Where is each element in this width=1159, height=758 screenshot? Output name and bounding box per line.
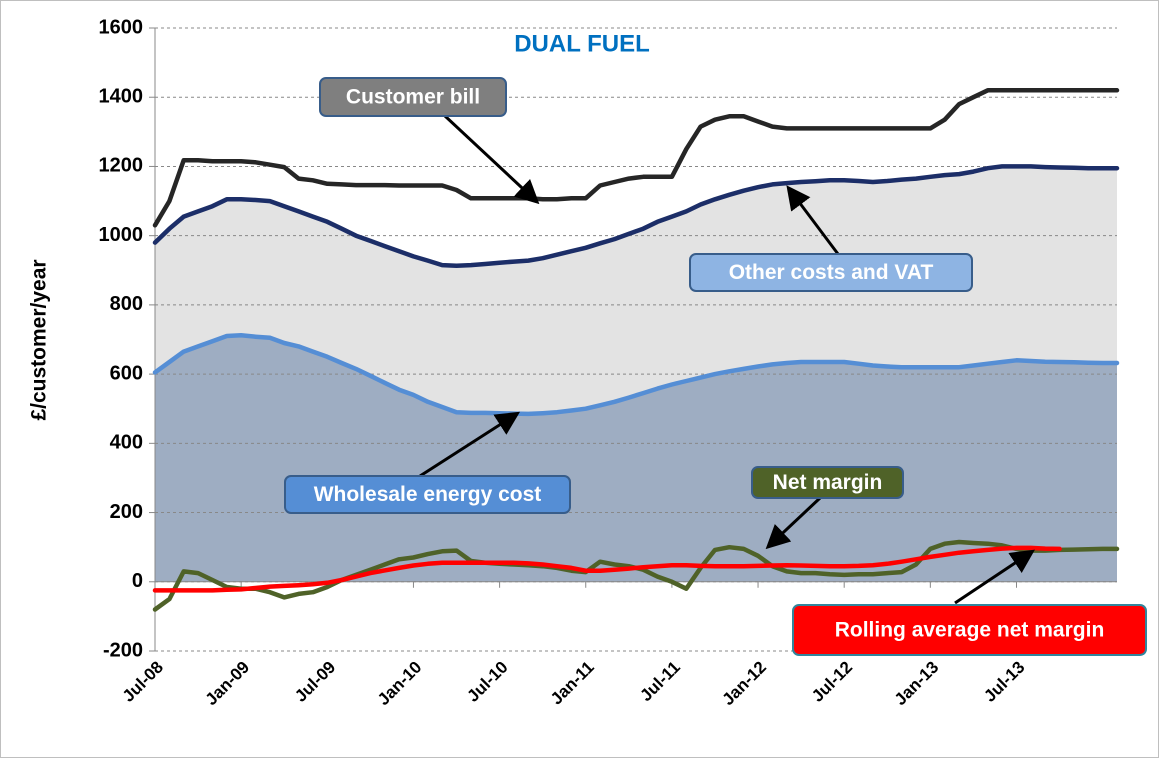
- x-tick-label: Jul-09: [291, 658, 339, 706]
- legend-box: [284, 475, 571, 514]
- x-tick-label: Jan-11: [547, 658, 598, 709]
- annotation-arrow: [954, 549, 1035, 605]
- legend-label: Net margin: [773, 471, 883, 494]
- legend-box: [319, 77, 507, 117]
- line: [152, 333, 1120, 417]
- x-tick-label: Jul-12: [808, 658, 856, 706]
- y-tick-label: 1200: [99, 155, 144, 177]
- x-tick-label: Jul-08: [119, 658, 167, 706]
- x-tick-label: Jan-13: [891, 658, 943, 710]
- line: [152, 545, 1062, 593]
- legend-box: [751, 466, 904, 499]
- y-axis-label: £/customer/year: [28, 259, 51, 420]
- x-tick-label: Jul-10: [463, 658, 511, 706]
- y-tick-label: 1400: [99, 86, 144, 108]
- area: [155, 335, 1117, 582]
- line: [152, 88, 1120, 228]
- y-tick-label: 600: [110, 362, 143, 384]
- x-tick-label: Jan-10: [374, 658, 426, 710]
- y-tick-label: 200: [110, 501, 143, 523]
- x-tick-label: Jul-11: [636, 658, 684, 706]
- legend-label: Wholesale energy cost: [314, 483, 542, 506]
- legend-label: Rolling average net margin: [835, 619, 1105, 642]
- annotation-arrow: [443, 114, 540, 205]
- chart-title: DUAL FUEL: [514, 30, 650, 57]
- annotation-arrow: [786, 185, 840, 255]
- legend-box: [792, 604, 1147, 656]
- y-tick-label: 1000: [99, 224, 144, 246]
- y-tick-label: 800: [110, 293, 143, 315]
- x-tick-label: Jan-09: [202, 658, 254, 710]
- x-tick-label: Jul-13: [980, 658, 1028, 706]
- legend-box: [689, 253, 973, 292]
- x-tick-label: Jan-12: [719, 658, 771, 710]
- legend-label: Customer bill: [346, 86, 480, 109]
- annotation-arrow: [765, 496, 822, 550]
- y-tick-label: 400: [110, 432, 143, 454]
- y-tick-label: -200: [103, 639, 143, 661]
- y-tick-label: 0: [132, 570, 143, 592]
- annotation-arrow: [419, 411, 521, 478]
- line: [152, 164, 1120, 269]
- legend-label: Other costs and VAT: [729, 261, 934, 284]
- y-tick-label: 1600: [99, 16, 144, 38]
